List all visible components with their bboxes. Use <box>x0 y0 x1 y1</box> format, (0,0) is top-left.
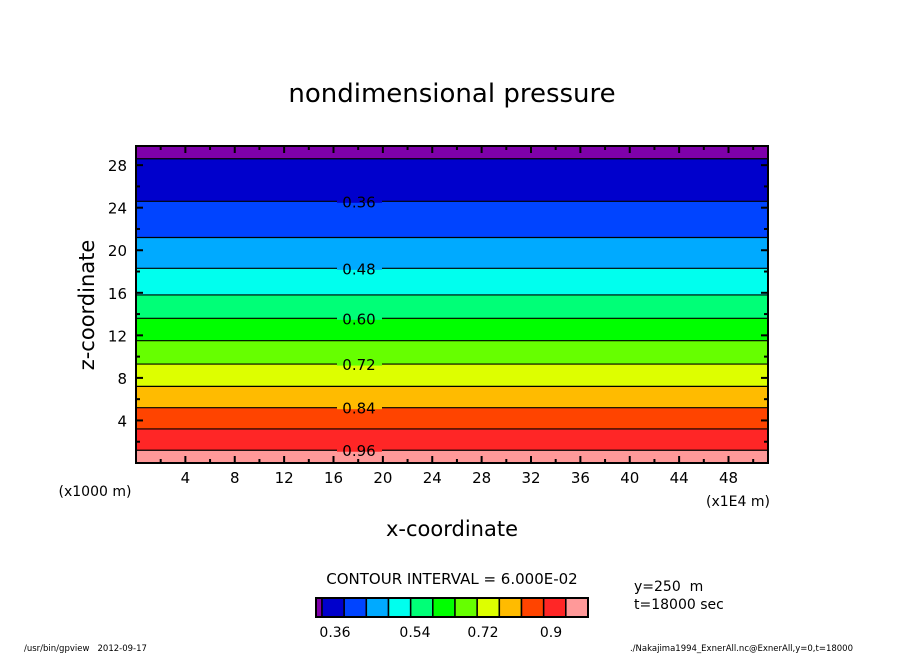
y-tick-label: 24 <box>108 200 127 218</box>
t-info: t=18000 sec <box>634 597 724 613</box>
contour-label: 0.96 <box>342 442 375 460</box>
contour-label-gap <box>337 406 382 410</box>
contour-band <box>136 428 768 451</box>
contour-band <box>136 450 768 463</box>
contour-band <box>136 407 768 429</box>
colorbar-swatch <box>432 597 456 618</box>
y-info: y=250 m <box>634 579 703 595</box>
contour-band <box>136 318 768 341</box>
x-tick-label: 12 <box>275 469 294 487</box>
footer-left: /usr/bin/gpview 2012-09-17 <box>24 644 147 654</box>
contour-band <box>136 201 768 238</box>
x-tick-label: 32 <box>521 469 540 487</box>
y-tick-label: 20 <box>108 242 127 260</box>
contour-label-gap <box>337 448 382 452</box>
colorbar-label: 0.54 <box>399 625 430 641</box>
contour-label: 0.84 <box>342 400 375 418</box>
colorbar-swatch <box>454 597 478 618</box>
contour-label: 0.36 <box>342 193 375 211</box>
chart-title: nondimensional pressure <box>288 79 615 109</box>
x-axis-label: x-coordinate <box>386 517 518 541</box>
x-tick-label: 44 <box>670 469 689 487</box>
contour-band <box>136 294 768 319</box>
contour-band <box>136 364 768 387</box>
y-tick-label: 28 <box>108 157 127 175</box>
x-tick-label: 24 <box>423 469 442 487</box>
x-tick-label: 8 <box>230 469 240 487</box>
contour-band <box>136 386 768 408</box>
contour-label-gap <box>337 199 382 203</box>
footer-right: ./Nakajima1994_ExnerAll.nc@ExnerAll,y=0,… <box>630 644 853 654</box>
x-tick-label: 4 <box>181 469 191 487</box>
y-tick-label: 8 <box>117 370 127 388</box>
colorbar-label: 0.9 <box>540 625 562 641</box>
colorbar-swatch <box>476 597 501 618</box>
colorbar-frame <box>315 597 589 618</box>
x-tick-label: 20 <box>373 469 392 487</box>
colorbar-swatch <box>498 597 523 618</box>
colorbar-swatch <box>520 597 545 618</box>
colorbar-swatch <box>542 597 567 618</box>
x-tick-label: 36 <box>571 469 590 487</box>
contour-label-gap <box>337 266 382 270</box>
contour-band <box>136 237 768 269</box>
contour-label: 0.72 <box>342 356 375 374</box>
y-axis-label: z-coordinate <box>75 240 99 371</box>
y-tick-label: 12 <box>108 327 127 345</box>
contour-label-gap <box>337 316 382 320</box>
colorbar-swatch <box>365 597 390 618</box>
y-tick-label: 4 <box>117 412 127 430</box>
plot-frame <box>135 145 769 464</box>
x-tick-label: 48 <box>719 469 738 487</box>
colorbar-swatch <box>343 597 368 618</box>
colorbar-label: 0.36 <box>319 625 350 641</box>
contour-label: 0.60 <box>342 310 375 328</box>
colorbar-swatch <box>321 597 345 618</box>
x-tick-label: 16 <box>324 469 343 487</box>
colorbar-label: 0.72 <box>467 625 498 641</box>
colorbar-swatch <box>409 597 434 618</box>
colorbar-swatch <box>565 597 589 618</box>
x-tick-label: 40 <box>620 469 639 487</box>
contour-band <box>136 146 768 159</box>
y-unit-label: (x1000 m) <box>59 484 132 500</box>
contour-interval: CONTOUR INTERVAL = 6.000E-02 <box>326 570 577 588</box>
y-tick-label: 16 <box>108 285 127 303</box>
contour-band <box>136 340 768 365</box>
x-unit-label: (x1E4 m) <box>706 494 770 510</box>
contour-band <box>136 158 768 202</box>
x-tick-label: 28 <box>472 469 491 487</box>
contour-label-gap <box>337 362 382 366</box>
contour-label: 0.48 <box>342 260 375 278</box>
colorbar-swatch <box>387 597 412 618</box>
contour-band <box>136 268 768 295</box>
